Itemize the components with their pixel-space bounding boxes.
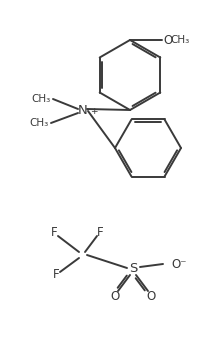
Text: O: O	[163, 33, 172, 46]
Text: S: S	[129, 262, 137, 275]
Text: F: F	[53, 268, 59, 282]
Text: F: F	[97, 226, 103, 239]
Text: O⁻: O⁻	[171, 257, 187, 270]
Text: CH₃: CH₃	[32, 94, 51, 104]
Text: +: +	[90, 107, 97, 116]
Text: CH₃: CH₃	[30, 118, 49, 128]
Text: F: F	[51, 226, 57, 239]
Text: O: O	[110, 290, 120, 302]
Text: CH₃: CH₃	[170, 35, 189, 45]
Text: O: O	[146, 290, 156, 302]
Text: N: N	[78, 104, 88, 118]
